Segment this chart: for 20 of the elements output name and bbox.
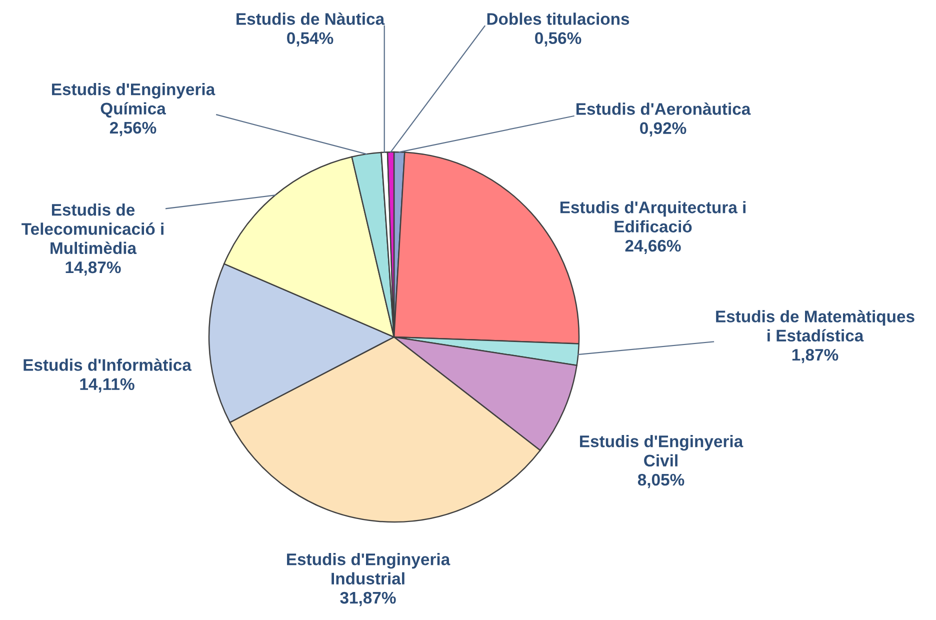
slice-label: Estudis de Nàutica	[236, 12, 385, 25]
slice-label: Estudis de Telecomunicació i Multimèdia	[22, 203, 164, 254]
data-label: 0,56%	[535, 32, 582, 46]
data-label: 24,66%	[625, 240, 681, 254]
data-label: 8,05%	[638, 474, 684, 488]
slice-label: Estudis d'Arquitectura i Edificació	[560, 201, 746, 232]
data-label: 1,87%	[792, 348, 838, 364]
data-label: 31,87%	[340, 592, 396, 606]
slice-label: Dobles titulacions	[487, 12, 630, 25]
slice-label: Estudis de Matemàtiques i Estadística	[716, 310, 914, 342]
slice-label: Estudis d'Enginyeria Civil	[580, 435, 744, 467]
slice-label: Estudis d'Enginyeria Química	[52, 83, 216, 118]
data-label: 0,54%	[287, 32, 334, 46]
data-label: 14,11%	[80, 378, 134, 392]
slice-label: Estudis d'Aeronàutica	[576, 102, 751, 115]
slice-label: Estudis d'Informàtica	[24, 358, 192, 371]
data-label: 0,92%	[640, 122, 686, 136]
data-label: 2,56%	[110, 122, 156, 136]
slice-label: Estudis d'Enginyeria Industrial	[287, 553, 450, 585]
data-label: 14,87%	[66, 261, 121, 276]
